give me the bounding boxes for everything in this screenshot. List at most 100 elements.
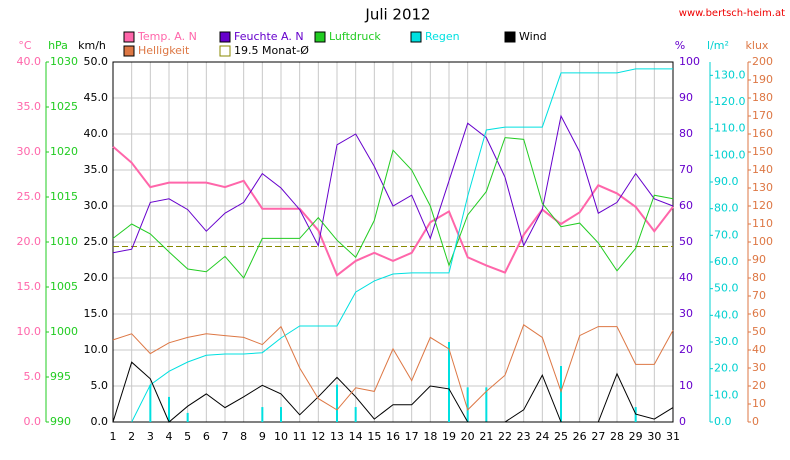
series-line (131, 68, 673, 423)
y-tick-label: 0.0 (91, 415, 109, 428)
y-tick-label: 100 (679, 55, 700, 68)
y-tick-label: 110 (752, 217, 773, 230)
y-tick-label: 180 (752, 91, 773, 104)
x-tick-label: 29 (629, 430, 643, 443)
legend-label: Temp. A. N (137, 30, 197, 43)
y-tick-label: 40.0 (84, 127, 109, 140)
legend-swatch (504, 31, 516, 43)
y-tick-label: 80 (752, 271, 766, 284)
plot-frame (112, 61, 674, 423)
y-tick-label: 120.0 (714, 95, 746, 108)
legend-label: Regen (425, 30, 460, 43)
x-tick-label: 24 (535, 430, 549, 443)
x-tick-label: 15 (367, 430, 381, 443)
y-tick-label: 1025 (50, 100, 78, 113)
x-tick-label: 22 (498, 430, 512, 443)
x-tick-label: 6 (203, 430, 210, 443)
y-tick-label: 190 (752, 73, 773, 86)
x-tick-label: 10 (274, 430, 288, 443)
y-tick-label: 200 (752, 55, 773, 68)
y-tick-label: 20 (752, 379, 766, 392)
chart-title: Juli 2012 (364, 6, 430, 24)
x-tick-label: 27 (591, 430, 605, 443)
y-tick-label: 10 (679, 379, 693, 392)
y-tick-label: 50 (752, 325, 766, 338)
x-tick-label: 1 (110, 430, 117, 443)
y-tick-label: 40.0 (714, 308, 739, 321)
y-tick-label: 170 (752, 109, 773, 122)
legend-swatch (219, 31, 231, 43)
y-tick-label: 10.0 (17, 325, 42, 338)
series-line (112, 114, 674, 254)
y-tick-label: 30 (752, 361, 766, 374)
y-tick-label: 1030 (50, 55, 78, 68)
x-tick-label: 2 (128, 430, 135, 443)
series-line (112, 137, 674, 279)
y-tick-label: 100.0 (714, 148, 746, 161)
y-tick-label: 50 (679, 235, 693, 248)
y-tick-label: 130.0 (714, 68, 746, 81)
x-tick-label: 21 (479, 430, 493, 443)
y-tick-label: 100 (752, 235, 773, 248)
x-tick-label: 4 (166, 430, 173, 443)
y-tick-label: 0.0 (714, 415, 732, 428)
y-tick-label: 15.0 (17, 280, 42, 293)
x-tick-label: 17 (405, 430, 419, 443)
x-tick-label: 16 (386, 430, 400, 443)
y-tick-label: 5.0 (24, 370, 42, 383)
y-tick-label: 25.0 (84, 235, 109, 248)
axis-unit: hPa (48, 39, 68, 52)
y-tick-label: 60 (679, 199, 693, 212)
legend-label: Luftdruck (329, 30, 381, 43)
y-tick-label: 60 (752, 307, 766, 320)
x-tick-label: 5 (184, 430, 191, 443)
y-tick-label: 150 (752, 145, 773, 158)
x-tick-label: 18 (423, 430, 437, 443)
y-tick-label: 10.0 (714, 388, 739, 401)
legend-label: 19.5 Monat-Ø (234, 44, 309, 57)
source: www.bertsch-heim.at (679, 8, 785, 19)
x-tick-label: 31 (666, 430, 680, 443)
y-tick-label: 70.0 (714, 228, 739, 241)
y-tick-label: 995 (50, 370, 71, 383)
legend-swatch (123, 45, 135, 57)
x-tick-label: 8 (240, 430, 247, 443)
x-tick-label: 28 (610, 430, 624, 443)
y-tick-label: 110.0 (714, 122, 746, 135)
y-tick-label: 10.0 (84, 343, 109, 356)
x-tick-label: 20 (461, 430, 475, 443)
y-tick-label: 30 (679, 307, 693, 320)
y-tick-label: 15.0 (84, 307, 109, 320)
axis-unit: l/m² (707, 39, 729, 52)
y-tick-label: 35.0 (84, 163, 109, 176)
y-tick-label: 1010 (50, 235, 78, 248)
legend-swatch (314, 31, 326, 43)
x-tick-label: 14 (349, 430, 363, 443)
x-tick-label: 26 (573, 430, 587, 443)
y-tick-label: 30.0 (714, 335, 739, 348)
y-tick-label: 40 (679, 271, 693, 284)
legend-swatch (219, 45, 231, 57)
y-tick-label: 80 (679, 127, 693, 140)
legend-swatch (410, 31, 422, 43)
x-tick-label: 13 (330, 430, 344, 443)
axis-unit: % (675, 39, 685, 52)
series-line (112, 361, 674, 423)
y-tick-label: 70 (679, 163, 693, 176)
y-tick-label: 50.0 (84, 55, 109, 68)
y-tick-label: 25.0 (17, 190, 42, 203)
x-tick-label: 3 (147, 430, 154, 443)
y-tick-label: 90.0 (714, 175, 739, 188)
y-tick-label: 90 (752, 253, 766, 266)
y-tick-label: 35.0 (17, 100, 42, 113)
x-tick-label: 9 (259, 430, 266, 443)
axis-unit: km/h (78, 39, 106, 52)
x-tick-label: 23 (517, 430, 531, 443)
legend-swatch (123, 31, 135, 43)
legend-label: Feuchte A. N (234, 30, 304, 43)
y-tick-label: 1020 (50, 145, 78, 158)
x-tick-label: 19 (442, 430, 456, 443)
axis-unit: °C (18, 39, 32, 52)
x-tick-label: 25 (554, 430, 568, 443)
